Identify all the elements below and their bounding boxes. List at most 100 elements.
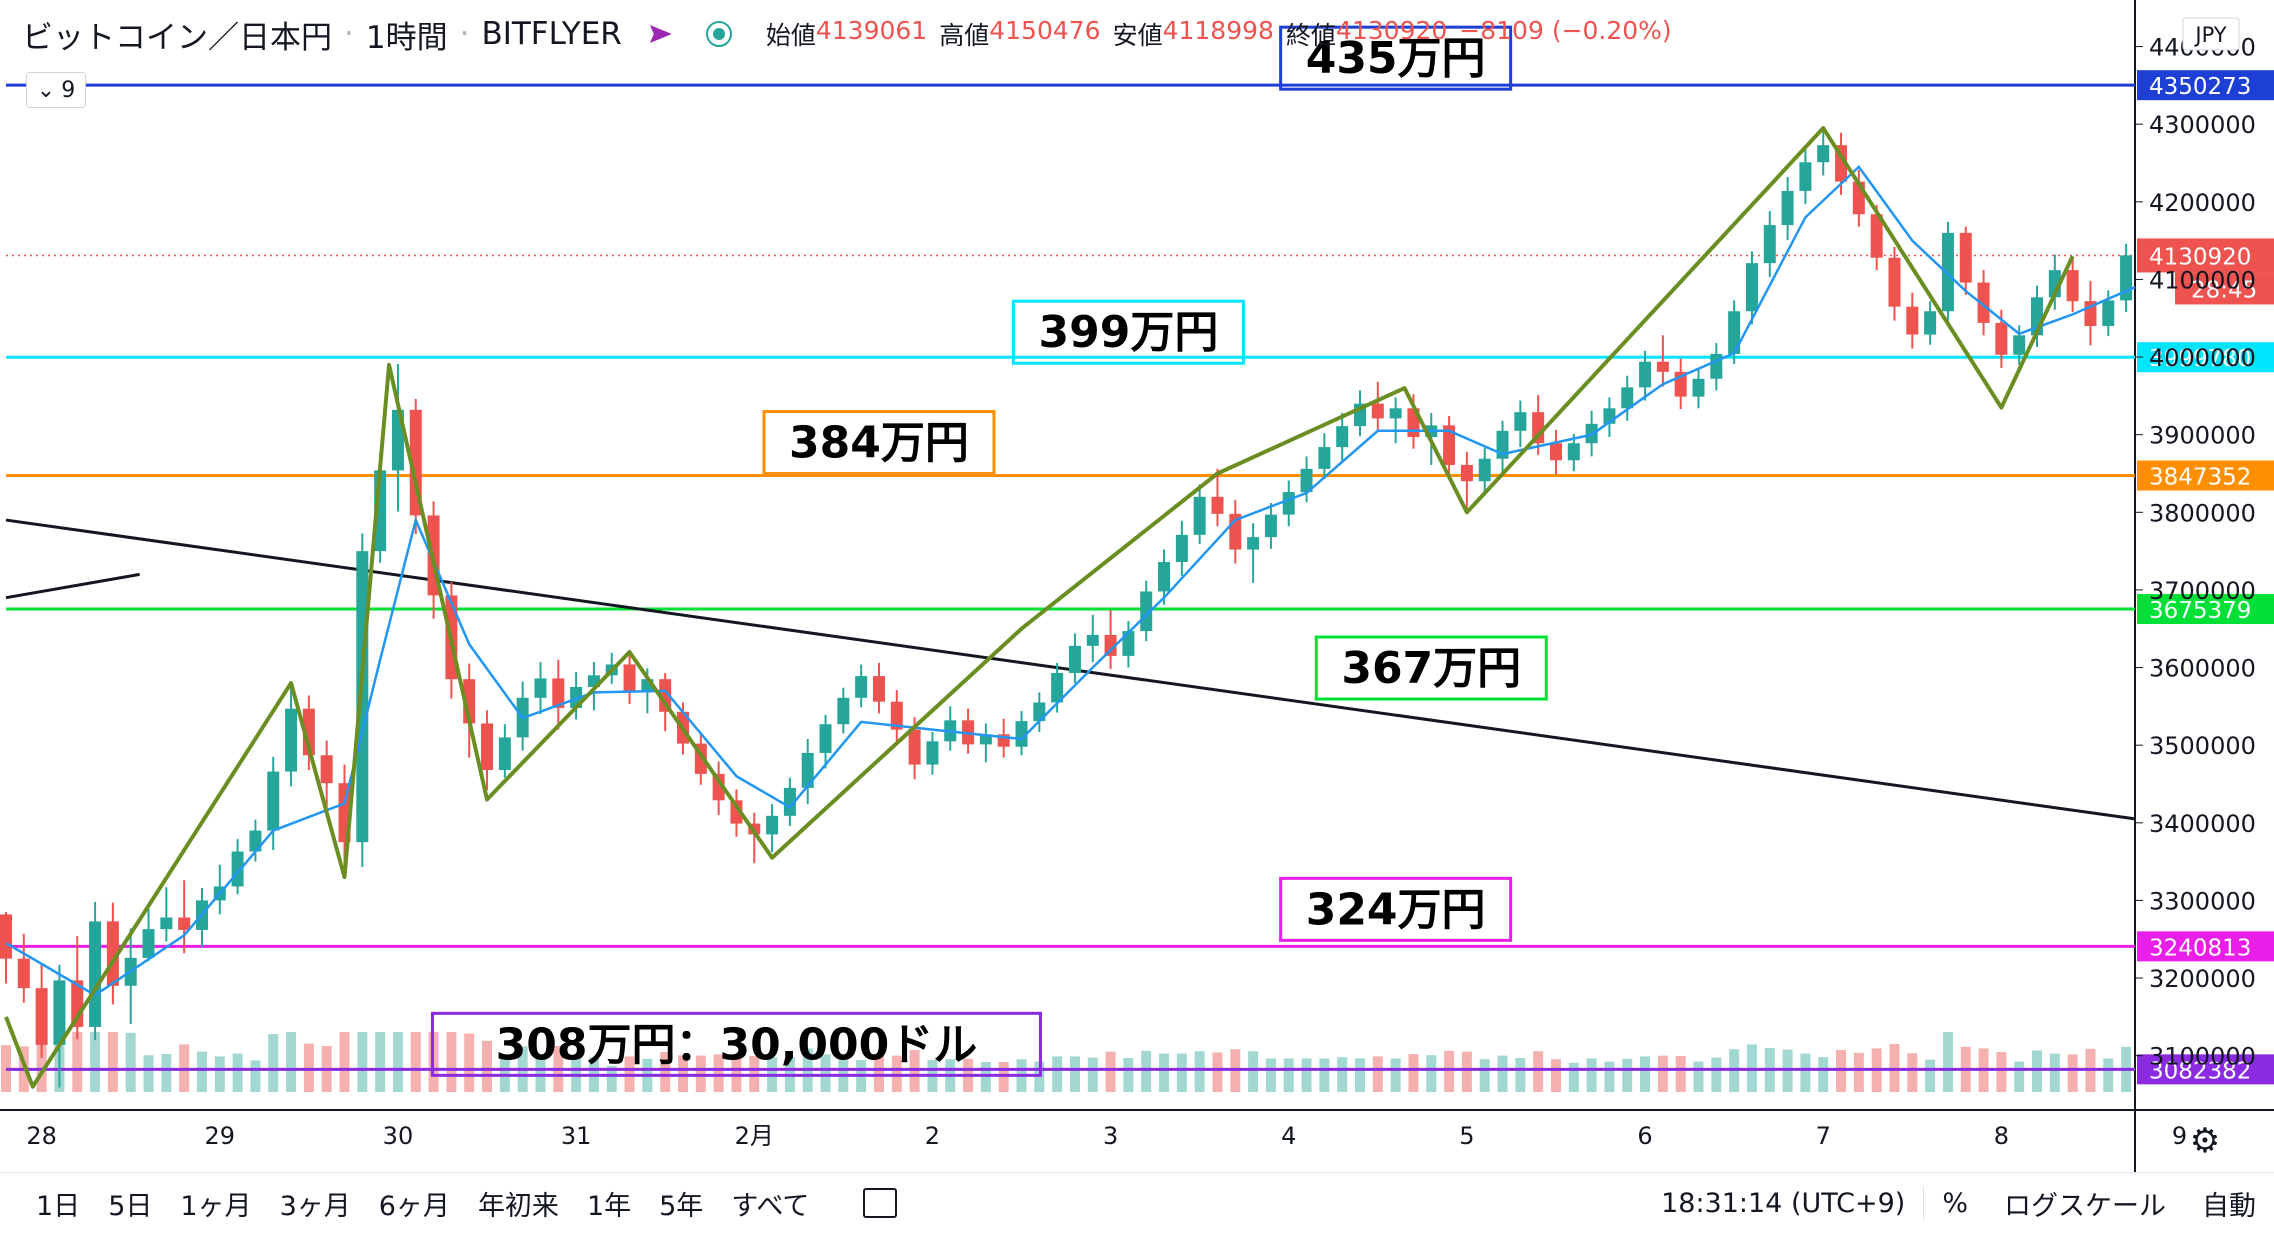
candle-body [1710,353,1723,379]
volume-bar [1640,1056,1651,1092]
range-1d[interactable]: 1日 [36,1190,81,1222]
candle-body [1158,561,1171,592]
percent-toggle[interactable]: % [1942,1187,1968,1219]
zigzag-line[interactable] [4,126,2075,1089]
level-note-text: 384万円 [789,418,969,469]
range-ytd[interactable]: 年初来 [477,1190,559,1222]
volume-bar [1515,1058,1526,1092]
candle-body [1460,464,1473,482]
indicators-collapse-button[interactable]: ⌄ 9 [26,72,86,108]
candle-body [2013,335,2026,355]
volume-bar [678,1055,689,1092]
volume-bar [909,1050,920,1092]
candle-body [1140,591,1153,632]
open-value: 4139061 [815,16,928,45]
flag-icon[interactable] [649,25,672,43]
candle-body [926,741,939,765]
candle-body [552,678,565,708]
candle-body [89,921,102,1027]
y-tick-label: 4200000 [2149,189,2256,217]
level-notes[interactable]: 435万円 399万円 384万円 367万円 324万円 308万円：30,000ドル [430,25,1548,1077]
y-tick-label: 3200000 [2149,965,2256,993]
level-lines: 4350273 3999780 3847352 3675379 3240813 30823… [6,70,2274,1085]
candles [0,127,2133,1088]
candle-body [712,773,725,801]
y-tick-label: 3100000 [2149,1043,2256,1071]
range-1y[interactable]: 1年 [586,1190,632,1222]
volume-bar [2103,1058,2114,1092]
volume-bar [1390,1058,1401,1092]
trend-line [5,572,140,600]
volume-bar [1265,1058,1276,1092]
range-6m[interactable]: 6ヶ月 [378,1190,450,1222]
level-price-tag [2137,931,2274,962]
volume-bar [36,1033,47,1092]
range-3m[interactable]: 3ヶ月 [279,1190,351,1222]
level-note-text: 435万円 [1306,33,1486,84]
volume-bar [446,1032,457,1092]
candle-body [1941,232,1954,312]
chart-background [0,0,2274,1172]
range-1m[interactable]: 1ヶ月 [180,1190,252,1222]
candle-body [142,929,155,958]
candle-body [1888,257,1901,307]
candle-body [1799,162,1812,191]
candle-body [623,664,636,692]
log-scale-toggle[interactable]: ログスケール [2004,1190,2166,1222]
symbol-name[interactable]: ビットコイン／日本円 [22,19,332,56]
range-5y[interactable]: 5年 [659,1190,704,1222]
level-note-box [1279,876,1513,942]
market-status-icon [705,21,732,47]
low-value: 4118998 [1162,16,1274,45]
currency-badge-label: JPY [2193,23,2226,47]
level-price-label: 3675379 [2149,598,2251,624]
last-price-tag [2137,238,2274,273]
high-key: 高値 [939,21,990,50]
candle-body [1336,426,1349,448]
close-value: 4130920 [1335,16,1448,45]
candle-body [783,787,796,816]
time-axis[interactable]: 28 29 30 31 2月 2 3 4 5 6 7 8 9 ⚙ [26,1121,2220,1161]
volume-bar [250,1060,261,1092]
range-all[interactable]: すべて [731,1190,810,1222]
gear-icon[interactable]: ⚙ [2190,1121,2220,1161]
candle-body [0,914,12,959]
interval-label[interactable]: 1時間 [365,19,448,56]
y-tick-label: 3700000 [2149,577,2256,605]
candle-body [766,815,779,835]
volume-bar [1105,1051,1116,1092]
candle-body [1924,311,1937,335]
volume-bar [1301,1058,1312,1092]
y-tick-label: 3500000 [2149,732,2256,760]
volume-bar [713,1054,724,1092]
auto-scale-toggle[interactable]: 自動 [2202,1190,2256,1222]
volume-bar [1853,1052,1864,1092]
volume-bar [1461,1051,1472,1092]
candle-body [1639,361,1652,388]
candle-body [819,724,832,753]
date-range-icon[interactable] [863,1188,898,1218]
clock-display[interactable]: 18:31:14 (UTC+9) [1661,1187,1906,1219]
price-chart[interactable]: 4350273399978038473523675379324081330823… [0,0,2274,1172]
volume-bar [1497,1055,1508,1092]
volume-bar [660,1052,671,1092]
price-axis[interactable]: 3100000 3200000 3300000 3400000 3500000 36000… [2135,17,2256,1071]
y-tick-label: 3300000 [2149,887,2256,915]
candle-body [1175,534,1188,562]
volume-bar [1087,1057,1098,1092]
volume-bar [891,1055,902,1092]
level-note-box [1279,25,1513,91]
volume-bar [535,1055,546,1092]
bottom-toolbar: 1日 5日 1ヶ月 3ヶ月 6ヶ月 年初来 1年 5年 すべて 18:31:14… [0,1172,2274,1233]
volume-bar [1159,1053,1170,1092]
candle-body [730,800,743,824]
volume-bar [1123,1058,1134,1092]
volume-bar [1693,1061,1704,1092]
y-tick-label: 3900000 [2149,422,2256,450]
level-note-box [1011,299,1245,365]
volume-bar [72,1032,83,1092]
x-tick-label: 30 [383,1122,414,1150]
exchange-label[interactable]: BITFLYER [481,16,622,52]
candle-body [837,697,850,725]
range-5d[interactable]: 5日 [108,1190,153,1222]
